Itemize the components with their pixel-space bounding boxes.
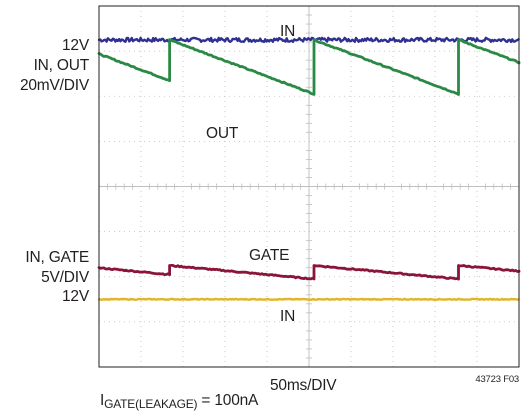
bottom-scale-label: 5V/DIV [41,269,89,286]
top-reference-label: 12V [62,37,89,54]
bottom-channel-label: IN, GATE [25,249,89,266]
plot-frame [98,5,520,368]
footnote-symbol: I [100,392,105,409]
footnote-value: = 100nA [197,392,259,409]
x-axis-label: 50ms/DIV [270,377,337,394]
waveform-traces [97,36,521,301]
trace-out-top [97,38,521,96]
top-channel-label: IN, OUT [33,57,90,74]
graticule [99,6,519,367]
trace-label-in-bottom: IN [280,308,296,325]
trace-in-bottom [97,297,520,301]
trace-label-in-top: IN [280,23,296,40]
trace-gate-bottom [97,264,521,281]
trace-label-out: OUT [206,125,239,142]
bottom-reference-label: 12V [62,288,89,305]
top-scale-label: 20mV/DIV [19,77,89,94]
footnote: IGATE(LEAKAGE) = 100nA [100,392,259,412]
footnote-subscript: GATE(LEAKAGE) [104,397,198,411]
figure-id: 43723 F03 [475,374,519,385]
trace-label-gate: GATE [249,247,290,264]
